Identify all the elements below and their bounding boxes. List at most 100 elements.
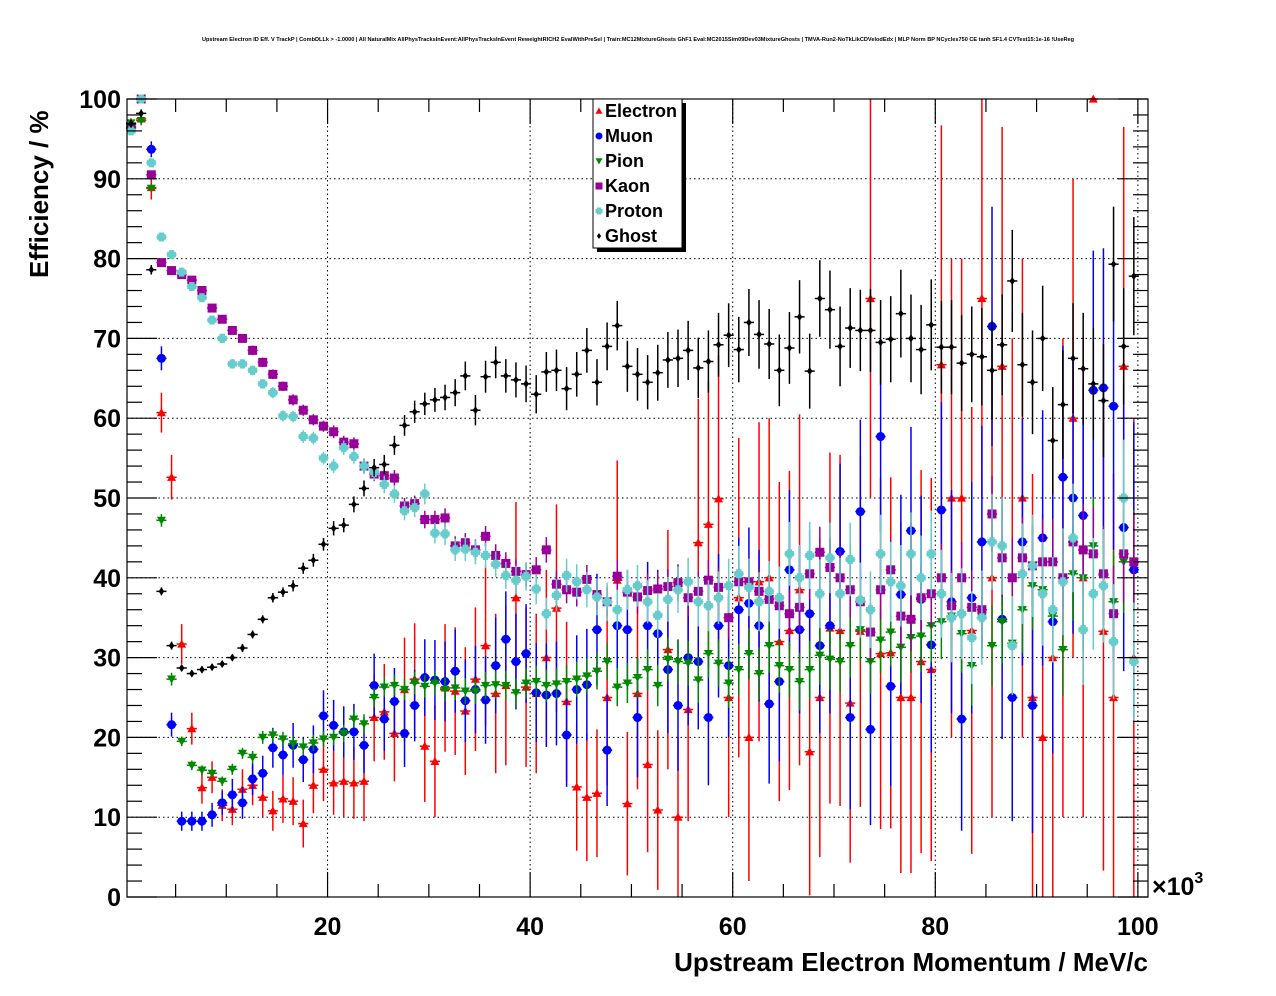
data-point	[452, 388, 458, 397]
data-point	[987, 537, 997, 547]
data-point	[1058, 577, 1068, 587]
data-point	[906, 693, 916, 702]
data-point	[158, 587, 165, 596]
data-point	[624, 362, 631, 371]
data-point	[308, 433, 318, 443]
data-point	[1028, 561, 1038, 571]
data-point	[308, 739, 318, 748]
data-point	[531, 584, 541, 594]
data-point	[715, 340, 722, 349]
data-point	[551, 590, 561, 600]
data-point	[308, 780, 318, 789]
data-point	[582, 792, 592, 801]
data-point	[371, 463, 377, 472]
data-point	[714, 621, 724, 631]
x-multiplier-base: ×10	[1152, 873, 1194, 901]
data-point	[298, 405, 308, 415]
data-point	[217, 314, 227, 324]
data-point	[825, 655, 835, 664]
grid	[127, 99, 1148, 897]
legend-marker-electron	[595, 107, 603, 114]
data-point	[847, 324, 854, 333]
y-tick-label: 50	[93, 485, 121, 513]
data-point	[268, 743, 278, 753]
data-point	[653, 610, 663, 620]
data-point	[308, 415, 318, 425]
data-point	[268, 731, 278, 740]
data-point	[886, 681, 896, 691]
data-point	[1048, 605, 1058, 615]
data-point	[643, 760, 653, 769]
data-point	[420, 489, 430, 499]
data-point	[683, 659, 693, 668]
data-point	[187, 275, 197, 285]
data-point	[400, 685, 410, 695]
data-point	[622, 585, 632, 595]
x-axis-title: Upstream Electron Momentum / MeV/c	[674, 947, 1148, 977]
y-axis-title: Efficiency / %	[24, 110, 54, 278]
data-point	[258, 733, 268, 742]
data-point	[957, 714, 967, 724]
data-point	[784, 549, 794, 559]
data-point	[339, 443, 349, 453]
data-point	[450, 545, 460, 555]
data-point	[389, 489, 399, 499]
data-point	[511, 593, 521, 602]
data-point	[877, 338, 884, 347]
data-point	[1007, 641, 1017, 651]
data-point	[1039, 334, 1046, 343]
data-point	[541, 545, 551, 555]
data-point	[410, 679, 420, 688]
data-point	[683, 577, 693, 587]
data-point	[673, 812, 683, 821]
data-point	[968, 350, 975, 359]
data-point	[138, 109, 144, 118]
data-point	[349, 727, 359, 737]
data-point	[1088, 589, 1098, 599]
data-point	[401, 421, 408, 430]
data-point	[187, 761, 197, 770]
data-point	[817, 294, 823, 303]
data-point	[329, 720, 339, 730]
data-point	[614, 321, 621, 330]
legend: Electron Muon Pion Kaon Proton Ghost	[592, 98, 686, 252]
data-point	[410, 700, 420, 710]
y-tick-label: 60	[93, 405, 121, 433]
y-tick-label: 80	[93, 246, 121, 274]
data-point	[248, 753, 258, 762]
data-point	[602, 597, 612, 607]
data-point	[420, 741, 430, 750]
data-point	[815, 547, 825, 557]
data-point	[602, 657, 612, 667]
data-point	[470, 687, 480, 696]
data-point	[280, 588, 286, 597]
data-point	[815, 589, 825, 599]
data-point	[592, 788, 602, 797]
data-point	[531, 677, 541, 687]
data-point	[177, 267, 187, 277]
data-point	[957, 493, 967, 502]
data-point	[298, 743, 308, 752]
data-point	[379, 714, 389, 724]
data-point	[268, 388, 278, 398]
data-point	[533, 390, 540, 399]
data-point	[511, 689, 521, 698]
data-point	[1029, 378, 1036, 387]
legend-label-kaon: Kaon	[605, 176, 650, 196]
data-point	[389, 681, 399, 691]
data-point	[501, 681, 511, 691]
data-point	[1129, 657, 1139, 667]
data-point	[784, 609, 794, 619]
data-point	[278, 750, 288, 760]
data-point	[156, 408, 166, 417]
data-point	[329, 427, 339, 437]
data-point	[855, 595, 865, 605]
data-point	[967, 633, 977, 643]
legend-box	[592, 98, 683, 249]
data-point	[653, 805, 663, 814]
data-point	[663, 594, 673, 604]
data-point	[977, 613, 987, 623]
data-point	[714, 494, 724, 503]
data-point	[653, 681, 663, 691]
